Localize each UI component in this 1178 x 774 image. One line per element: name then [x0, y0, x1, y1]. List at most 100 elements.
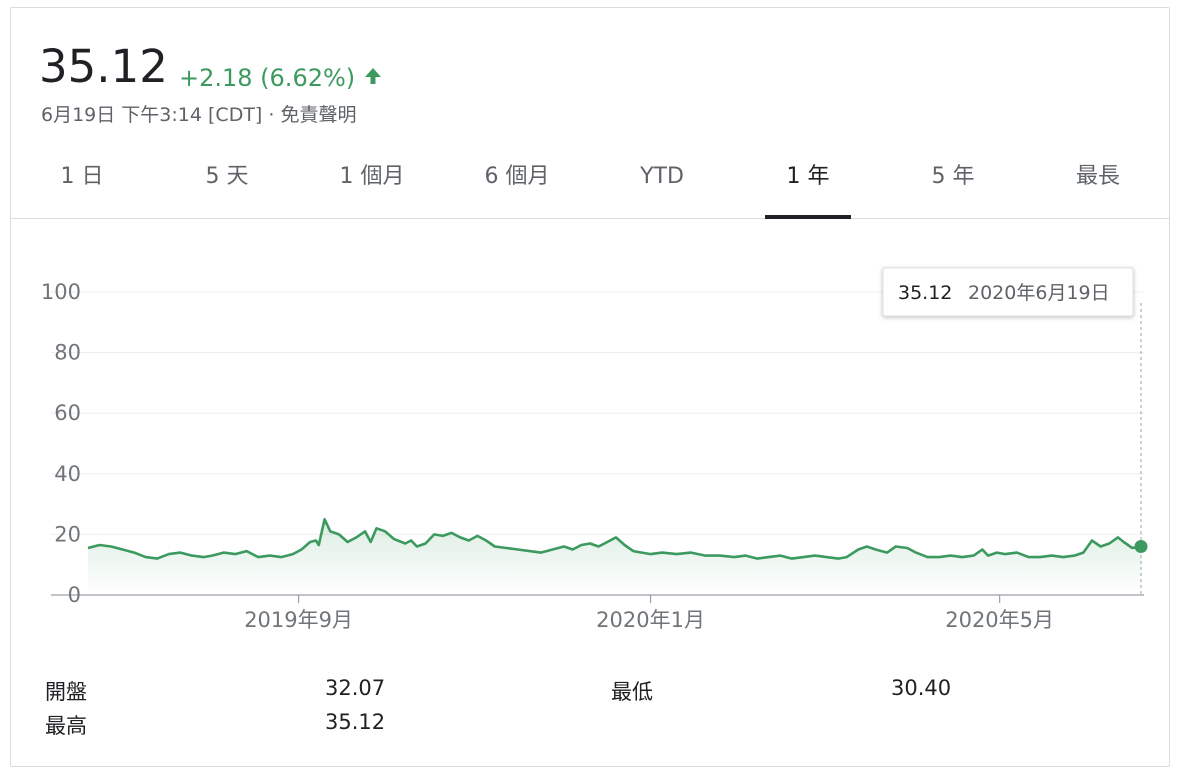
- price-change: +2.18 (6.62%): [179, 64, 383, 92]
- data-point: [981, 548, 983, 550]
- tooltip-value: 35.12: [898, 282, 952, 304]
- data-point: [791, 557, 793, 559]
- data-point: [906, 547, 908, 549]
- data-point: [110, 545, 112, 547]
- y-tick-label: 100: [41, 280, 81, 304]
- price-chart[interactable]: 0 20 40 60 80 100 2019年9月 2020年1月 2020年5月 35.12 20…: [11, 8, 1169, 658]
- y-tick-label: 0: [68, 583, 81, 607]
- data-point: [987, 554, 989, 556]
- high-value: 35.12: [325, 710, 386, 734]
- data-point: [98, 544, 100, 546]
- high-label: 最高: [45, 714, 87, 738]
- data-point: [517, 548, 519, 550]
- data-point: [133, 551, 135, 553]
- data-point: [1123, 541, 1125, 543]
- data-point: [857, 548, 859, 550]
- data-point: [315, 539, 317, 541]
- data-point: [1108, 542, 1110, 544]
- data-point: [485, 539, 487, 541]
- timestamp-text: 6月19日 下午3:14 [CDT] ·: [41, 104, 281, 126]
- price-change-text: +2.18 (6.62%): [179, 64, 356, 92]
- data-point: [745, 554, 747, 556]
- data-point: [329, 530, 331, 532]
- tooltip-date: 2020年6月19日: [968, 282, 1110, 304]
- data-point: [375, 527, 377, 529]
- data-point: [846, 556, 848, 558]
- data-point: [476, 535, 478, 537]
- data-point: [309, 541, 311, 543]
- data-point: [615, 536, 617, 538]
- data-point: [1050, 554, 1052, 556]
- data-point: [1073, 554, 1075, 556]
- data-point: [540, 551, 542, 553]
- data-point: [222, 551, 224, 553]
- data-point: [768, 556, 770, 558]
- y-tick-label: 40: [54, 462, 81, 486]
- quote-timestamp: 6月19日 下午3:14 [CDT] · 免責聲明: [41, 100, 356, 127]
- stock-quote-card: 35.12 +2.18 (6.62%) 6月19日 下午3:14 [CDT] ·…: [10, 7, 1170, 767]
- data-point: [404, 542, 406, 544]
- data-point: [87, 547, 89, 549]
- data-point: [938, 556, 940, 558]
- arrow-up-icon: [363, 64, 383, 92]
- data-point: [269, 554, 271, 556]
- tab-max[interactable]: 最長: [1075, 164, 1120, 189]
- y-tick-label: 60: [54, 401, 81, 425]
- data-point: [1131, 547, 1133, 549]
- tab-5-years[interactable]: 5 年: [931, 164, 975, 189]
- data-point: [915, 551, 917, 553]
- data-point: [505, 547, 507, 549]
- data-point: [234, 553, 236, 555]
- open-label: 開盤: [45, 680, 87, 704]
- data-point: [1062, 556, 1064, 558]
- data-point: [632, 550, 634, 552]
- data-point: [926, 556, 928, 558]
- data-point: [528, 550, 530, 552]
- price-tooltip: 35.12 2020年6月19日: [882, 267, 1134, 317]
- data-point: [825, 556, 827, 558]
- tab-ytd[interactable]: YTD: [640, 164, 684, 189]
- data-point: [459, 536, 461, 538]
- data-point: [468, 539, 470, 541]
- data-point: [1117, 536, 1119, 538]
- data-point: [949, 554, 951, 556]
- data-point: [563, 545, 565, 547]
- data-point: [802, 556, 804, 558]
- data-point: [300, 548, 302, 550]
- x-tick-label: 2019年9月: [244, 608, 353, 632]
- series-area: [88, 519, 1141, 595]
- low-value: 30.40: [891, 676, 952, 700]
- data-point: [837, 557, 839, 559]
- data-point: [450, 532, 452, 534]
- data-point: [202, 556, 204, 558]
- data-point: [1004, 553, 1006, 555]
- data-point: [661, 551, 663, 553]
- tab-1-month[interactable]: 1 個月: [339, 164, 405, 189]
- data-point: [433, 533, 435, 535]
- data-point: [246, 550, 248, 552]
- data-point: [641, 551, 643, 553]
- data-point: [179, 551, 181, 553]
- data-point: [346, 541, 348, 543]
- data-point: [318, 544, 320, 546]
- data-point: [121, 548, 123, 550]
- x-tick-label: 2020年5月: [945, 608, 1054, 632]
- low-label: 最低: [611, 680, 653, 704]
- tab-5-days[interactable]: 5 天: [205, 164, 249, 189]
- data-point: [1027, 556, 1029, 558]
- tab-1-year[interactable]: 1 年: [753, 148, 863, 219]
- tab-1-day[interactable]: 1 日: [60, 164, 104, 189]
- data-point: [280, 556, 282, 558]
- data-point: [886, 551, 888, 553]
- data-point: [1099, 545, 1101, 547]
- data-point: [690, 551, 692, 553]
- data-point: [1039, 556, 1041, 558]
- data-point: [442, 535, 444, 537]
- data-point: [384, 530, 386, 532]
- data-point: [866, 545, 868, 547]
- tab-6-months[interactable]: 6 個月: [484, 164, 550, 189]
- data-point: [606, 541, 608, 543]
- disclaimer-link[interactable]: 免責聲明: [280, 104, 357, 126]
- data-point: [589, 542, 591, 544]
- data-point: [623, 544, 625, 546]
